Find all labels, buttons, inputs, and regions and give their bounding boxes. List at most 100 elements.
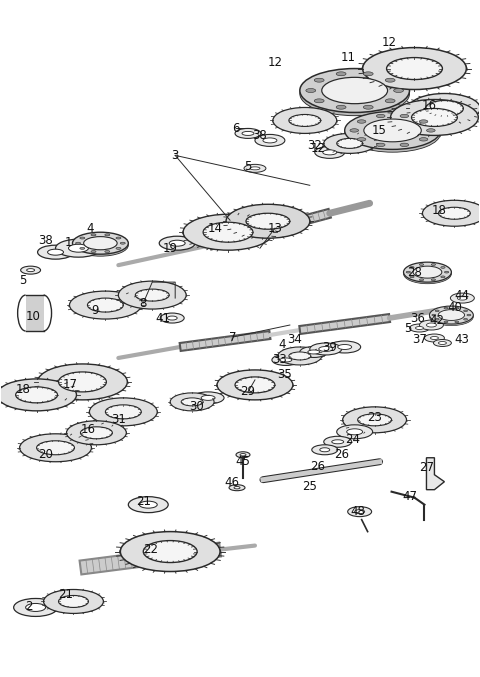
Text: 12: 12: [310, 142, 325, 155]
Text: 18: 18: [15, 383, 30, 397]
Text: 44: 44: [455, 288, 470, 301]
Ellipse shape: [70, 291, 141, 319]
Polygon shape: [300, 314, 390, 334]
Text: 15: 15: [372, 124, 387, 137]
Ellipse shape: [59, 372, 107, 392]
Text: 17: 17: [63, 378, 78, 391]
Ellipse shape: [404, 262, 451, 282]
Text: 14: 14: [207, 222, 223, 235]
Ellipse shape: [181, 398, 203, 406]
Ellipse shape: [455, 321, 459, 323]
Ellipse shape: [244, 165, 266, 173]
Ellipse shape: [406, 271, 410, 273]
Ellipse shape: [345, 114, 441, 152]
Ellipse shape: [37, 245, 73, 259]
Ellipse shape: [80, 237, 85, 239]
Ellipse shape: [105, 234, 110, 236]
Text: 7: 7: [229, 330, 237, 343]
Text: 35: 35: [277, 368, 292, 381]
Ellipse shape: [72, 232, 128, 254]
Ellipse shape: [376, 114, 385, 118]
Ellipse shape: [234, 487, 240, 489]
Text: 30: 30: [189, 400, 204, 414]
Ellipse shape: [357, 120, 366, 123]
Ellipse shape: [409, 324, 430, 332]
Ellipse shape: [430, 307, 473, 326]
Text: 21: 21: [58, 588, 73, 601]
Text: 21: 21: [136, 495, 151, 508]
Ellipse shape: [464, 318, 468, 320]
Ellipse shape: [69, 244, 88, 252]
Ellipse shape: [336, 425, 372, 439]
Text: 13: 13: [267, 222, 282, 235]
Ellipse shape: [400, 114, 408, 118]
Ellipse shape: [419, 120, 428, 123]
Ellipse shape: [91, 234, 96, 236]
Ellipse shape: [329, 341, 360, 353]
Ellipse shape: [300, 72, 409, 116]
Ellipse shape: [425, 100, 463, 116]
Ellipse shape: [419, 137, 428, 141]
Ellipse shape: [391, 100, 478, 135]
Ellipse shape: [20, 434, 91, 462]
Ellipse shape: [400, 143, 408, 146]
FancyBboxPatch shape: [25, 295, 44, 331]
Ellipse shape: [386, 58, 443, 79]
Ellipse shape: [289, 114, 321, 127]
Ellipse shape: [278, 347, 322, 365]
Text: 34: 34: [288, 334, 302, 347]
Ellipse shape: [139, 501, 157, 508]
Ellipse shape: [364, 119, 421, 141]
Ellipse shape: [467, 314, 471, 316]
Ellipse shape: [435, 310, 439, 311]
Text: 20: 20: [38, 448, 53, 461]
Ellipse shape: [385, 99, 395, 103]
Text: 31: 31: [111, 414, 126, 427]
Ellipse shape: [84, 236, 117, 250]
Text: 2: 2: [25, 600, 32, 613]
Text: 6: 6: [232, 122, 240, 135]
Ellipse shape: [431, 263, 435, 265]
Ellipse shape: [13, 598, 58, 617]
Ellipse shape: [300, 347, 328, 357]
Ellipse shape: [431, 336, 438, 339]
Text: 29: 29: [240, 385, 255, 398]
Ellipse shape: [363, 72, 373, 76]
Ellipse shape: [343, 407, 407, 433]
Ellipse shape: [81, 427, 112, 439]
Ellipse shape: [314, 99, 324, 103]
Ellipse shape: [411, 108, 457, 127]
Ellipse shape: [350, 129, 359, 132]
Ellipse shape: [444, 307, 448, 309]
Ellipse shape: [120, 242, 125, 244]
Ellipse shape: [420, 279, 424, 281]
Ellipse shape: [160, 313, 184, 323]
Polygon shape: [180, 331, 270, 351]
Ellipse shape: [89, 398, 157, 426]
Ellipse shape: [457, 296, 468, 300]
Ellipse shape: [416, 326, 423, 330]
Ellipse shape: [438, 309, 465, 320]
Text: 32: 32: [307, 139, 322, 152]
Text: 22: 22: [143, 543, 158, 556]
Text: 9: 9: [92, 303, 99, 317]
Ellipse shape: [201, 395, 215, 400]
Ellipse shape: [332, 440, 344, 444]
Ellipse shape: [300, 68, 409, 112]
Text: 42: 42: [429, 313, 444, 326]
Text: 39: 39: [322, 341, 337, 355]
Ellipse shape: [355, 510, 365, 514]
Ellipse shape: [427, 129, 435, 132]
Text: 12: 12: [382, 36, 397, 49]
Ellipse shape: [394, 89, 404, 93]
Ellipse shape: [56, 239, 101, 257]
Ellipse shape: [324, 133, 376, 154]
Text: 4: 4: [87, 222, 94, 235]
Text: 16: 16: [422, 99, 437, 112]
Ellipse shape: [135, 289, 169, 301]
Text: 5: 5: [244, 160, 252, 173]
Ellipse shape: [348, 506, 372, 517]
Ellipse shape: [464, 310, 468, 311]
Ellipse shape: [438, 341, 446, 345]
Text: 28: 28: [407, 265, 422, 279]
